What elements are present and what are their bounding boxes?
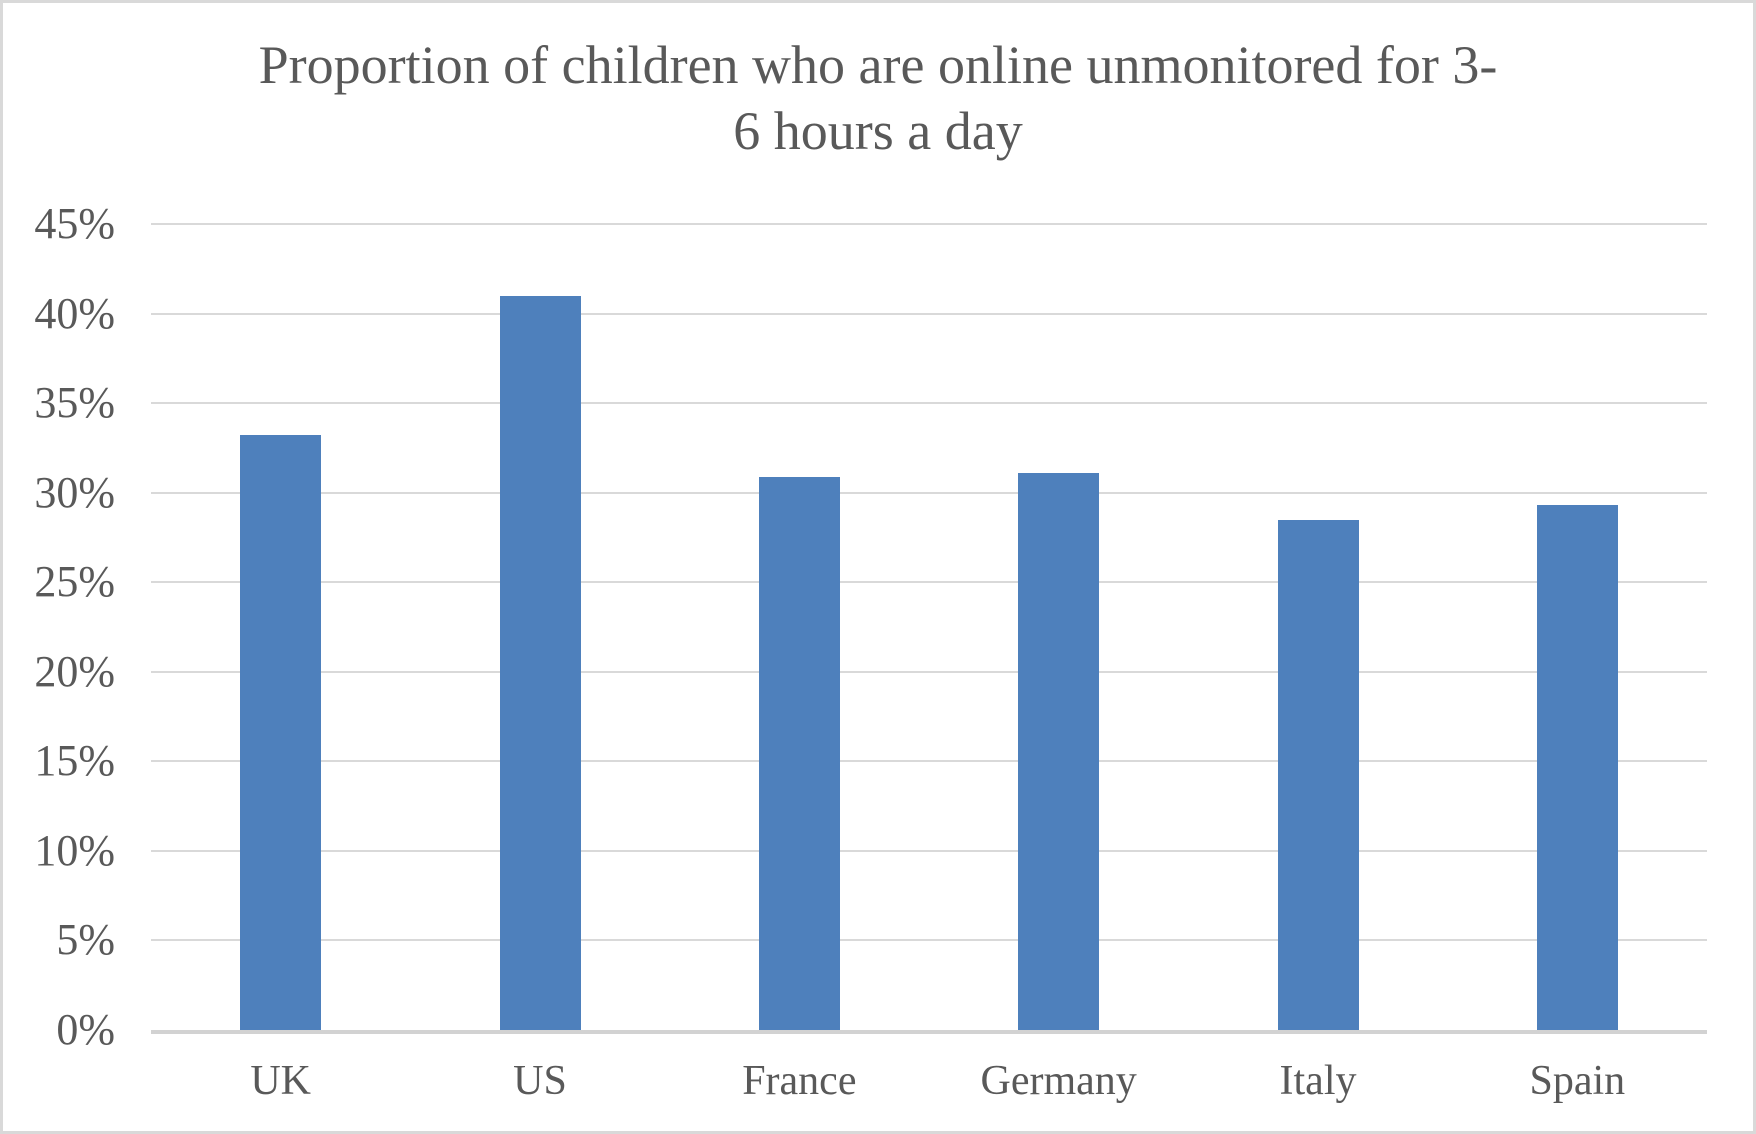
x-tick-label-uk: UK bbox=[250, 1058, 311, 1104]
x-tick-label-spain: Spain bbox=[1529, 1058, 1626, 1104]
bar-germany bbox=[1018, 472, 1100, 1030]
gridline-30 bbox=[151, 491, 1707, 494]
y-tick-label-30: 30% bbox=[34, 467, 115, 517]
x-axis-line bbox=[151, 1030, 1707, 1034]
gridline-25 bbox=[151, 581, 1707, 584]
bar-uk bbox=[240, 435, 322, 1030]
x-tick-label-us: US bbox=[513, 1058, 567, 1104]
chart-title-line-2: 6 hours a day bbox=[733, 100, 1023, 161]
gridline-20 bbox=[151, 670, 1707, 673]
y-tick-label-5: 5% bbox=[56, 915, 115, 965]
gridline-15 bbox=[151, 760, 1707, 763]
bar-spain bbox=[1536, 505, 1618, 1030]
chart-title-line-1: Proportion of children who are online un… bbox=[258, 35, 1498, 95]
gridline-40 bbox=[151, 312, 1707, 315]
x-tick-label-france: France bbox=[742, 1058, 857, 1104]
chart-title: Proportion of children who are online un… bbox=[3, 33, 1753, 165]
bar-italy bbox=[1277, 519, 1359, 1030]
y-tick-label-10: 10% bbox=[34, 825, 115, 875]
gridline-45 bbox=[151, 223, 1707, 225]
y-tick-label-15: 15% bbox=[34, 736, 115, 786]
bar-france bbox=[758, 476, 840, 1030]
y-tick-label-40: 40% bbox=[34, 288, 115, 338]
y-tick-label-20: 20% bbox=[34, 646, 115, 696]
gridline-35 bbox=[151, 402, 1707, 405]
plot-area: 0% 5% 10% 15% 20% 25% 30% 35% 40% 45% UK US France G… bbox=[34, 202, 1707, 1104]
x-tick-label-italy: Italy bbox=[1279, 1058, 1357, 1104]
y-tick-label-35: 35% bbox=[34, 378, 115, 428]
y-tick-label-0: 0% bbox=[56, 1005, 115, 1054]
y-tick-label-45: 45% bbox=[34, 199, 115, 248]
bar-us bbox=[499, 295, 581, 1030]
x-tick-label-germany: Germany bbox=[980, 1058, 1137, 1104]
gridline-5 bbox=[151, 939, 1707, 942]
gridline-10 bbox=[151, 849, 1707, 852]
y-tick-label-25: 25% bbox=[34, 557, 115, 607]
